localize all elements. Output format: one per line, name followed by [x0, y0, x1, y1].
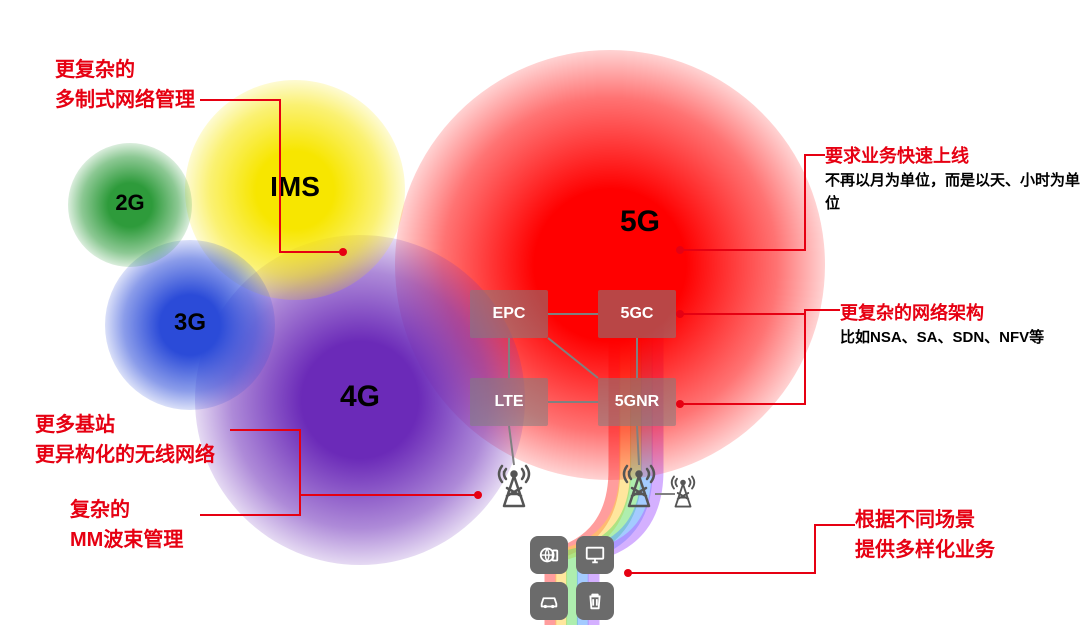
callout-dot [339, 248, 347, 256]
annotation-title-line: 更复杂的 [55, 55, 195, 85]
globe-device-icon [530, 536, 568, 574]
netbox-epc: EPC [470, 290, 548, 338]
netbox-fgc: 5GC [598, 290, 676, 338]
callout-dot [676, 310, 684, 318]
tower-icon [490, 460, 538, 513]
annotation-title-line: 复杂的 [70, 495, 183, 525]
annotation-midLeft2: 复杂的MM波束管理 [70, 495, 183, 555]
netbox-lte: LTE [470, 378, 548, 426]
monitor-icon [576, 536, 614, 574]
callout-dot [624, 569, 632, 577]
callout-dot [474, 491, 482, 499]
tower-icon [665, 472, 701, 513]
trash-icon [576, 582, 614, 620]
annotation-title-line: 多制式网络管理 [55, 85, 195, 115]
annotation-sub-line: 不再以月为单位，而是以天、小时为单位 [825, 170, 1080, 215]
annotation-midLeft1: 更多基站更异构化的无线网络 [35, 410, 215, 470]
bubble-label-g5: 5G [600, 205, 680, 239]
annotation-title-line: 更异构化的无线网络 [35, 440, 215, 470]
bubble-label-g2: 2G [90, 190, 170, 216]
annotation-topLeft: 更复杂的多制式网络管理 [55, 55, 195, 115]
netbox-fgnr: 5GNR [598, 378, 676, 426]
annotation-botRight: 根据不同场景提供多样化业务 [855, 505, 995, 565]
annotation-midRight: 更复杂的网络架构比如NSA、SA、SDN、NFV等 [840, 300, 1044, 350]
annotation-title-line: 更复杂的网络架构 [840, 300, 1044, 327]
tower-icon [615, 460, 663, 513]
annotation-title-line: 提供多样化业务 [855, 535, 995, 565]
callout-dot [676, 400, 684, 408]
annotation-title-line: 要求业务快速上线 [825, 143, 1080, 170]
annotation-title-line: 更多基站 [35, 410, 215, 440]
bubble-label-ims: IMS [255, 171, 335, 203]
bubble-label-g4: 4G [320, 380, 400, 414]
bubble-label-g3: 3G [150, 309, 230, 337]
callout-dot [676, 246, 684, 254]
car-icon [530, 582, 568, 620]
annotation-topRight: 要求业务快速上线不再以月为单位，而是以天、小时为单位 [825, 143, 1080, 215]
annotation-title-line: 根据不同场景 [855, 505, 995, 535]
annotation-title-line: MM波束管理 [70, 525, 183, 555]
annotation-sub-line: 比如NSA、SA、SDN、NFV等 [840, 327, 1044, 350]
